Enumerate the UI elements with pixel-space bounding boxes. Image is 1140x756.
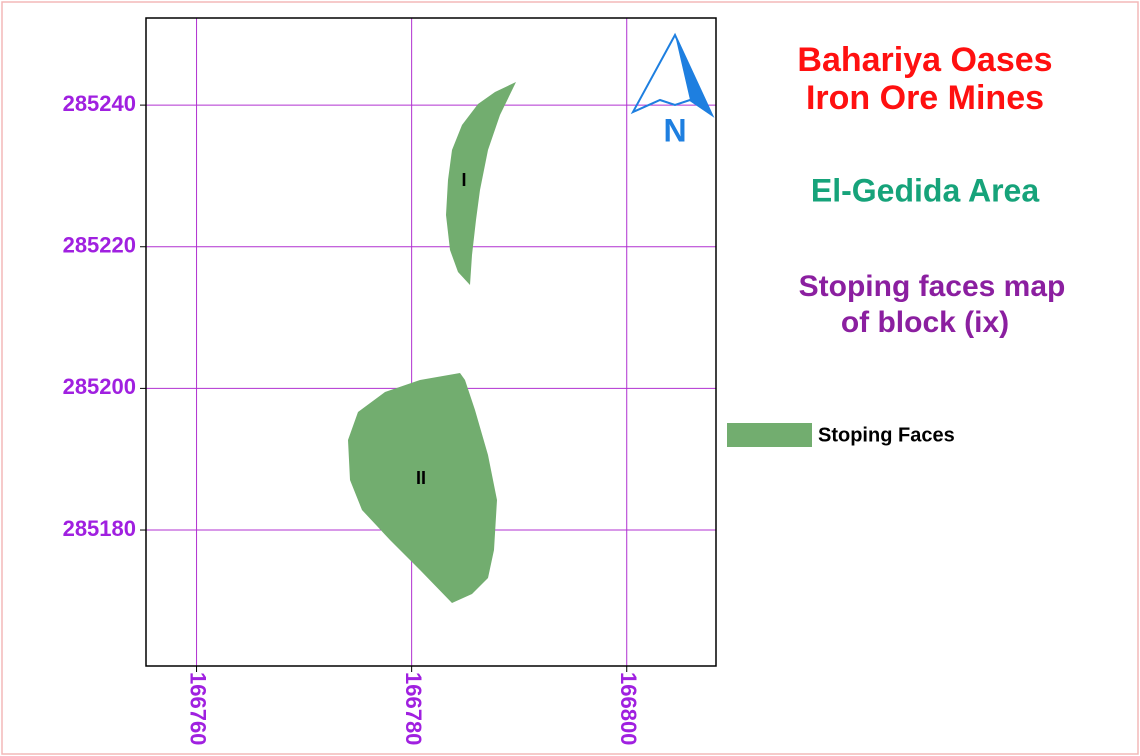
stoping-face [446, 82, 516, 285]
feature-label: I [461, 170, 466, 190]
north-label: N [663, 112, 686, 148]
area-label: El-Gedida Area [811, 172, 1039, 208]
subtitle-line: of block (ix) [841, 306, 1009, 339]
north-arrow: N [630, 32, 715, 148]
y-tick-label: 285180 [63, 516, 136, 541]
title-line: Bahariya Oases [797, 41, 1052, 79]
x-tick-label: 166780 [401, 672, 426, 745]
subtitle-line: Stoping faces map [799, 270, 1066, 303]
feature-label: II [416, 468, 426, 488]
stoping-face [348, 373, 497, 603]
map-frame [145, 17, 717, 667]
y-tick-label: 285220 [63, 233, 136, 258]
y-tick-label: 285240 [63, 91, 136, 116]
legend-label: Stoping Faces [818, 424, 955, 446]
x-tick-label: 166760 [186, 672, 211, 745]
north-arrow-half [675, 35, 712, 115]
title-line: Iron Ore Mines [806, 79, 1044, 117]
x-tick-label: 166800 [616, 672, 641, 745]
y-tick-label: 285200 [63, 374, 136, 399]
legend-swatch [727, 423, 812, 447]
